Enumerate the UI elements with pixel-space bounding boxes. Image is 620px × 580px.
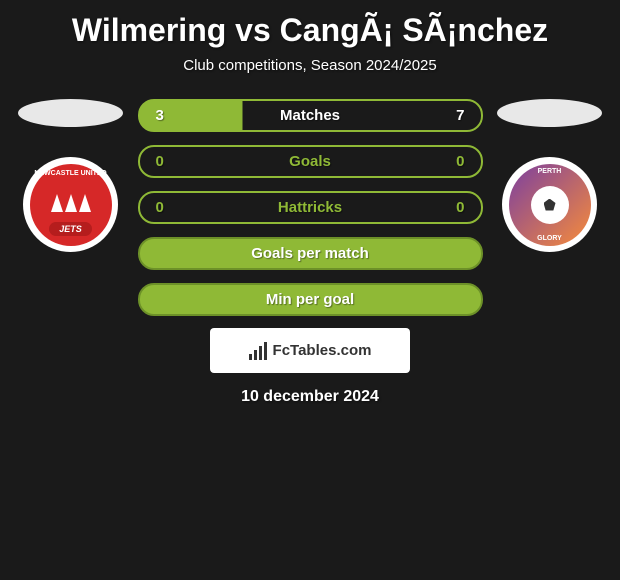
attr-bar [259,346,262,360]
attr-bar [249,354,252,360]
stat-label: Goals [289,153,331,170]
player-photo-placeholder-right [497,99,602,127]
club-badge-right: PERTH GLORY [502,157,597,252]
stats-column: 3 Matches 7 0 Goals 0 0 Hattricks 0 Goals per mat… [138,99,483,316]
stat-value-left: 0 [156,153,164,170]
attr-bar [264,342,267,360]
attribution-badge: FcTables.com [210,328,410,373]
newcastle-planes-icon [46,194,96,224]
perth-top-text: PERTH [538,168,562,175]
soccer-ball-icon [531,186,569,224]
stat-bar: 3 Matches 7 [138,99,483,132]
stat-bar: Goals per match [138,237,483,270]
attribution-text: FcTables.com [273,342,372,359]
stat-bar: 0 Goals 0 [138,145,483,178]
stat-label: Min per goal [266,291,354,308]
stat-value-right: 0 [456,199,464,216]
bar-chart-icon [249,342,267,360]
main-content: NEWCASTLE UNITED JETS 3 Matches 7 0 Goals 0 0 H… [0,99,620,316]
stat-label: Goals per match [251,245,369,262]
subtitle: Club competitions, Season 2024/2025 [0,57,620,74]
stat-label: Hattricks [278,199,342,216]
comparison-infographic: Wilmering vs CangÃ¡ SÃ¡nchez Club compet… [0,0,620,406]
plane-icon [79,194,91,212]
attr-bar [254,350,257,360]
perth-bottom-text: GLORY [537,235,562,242]
stat-label: Matches [280,107,340,124]
left-column: NEWCASTLE UNITED JETS [16,99,126,252]
club-badge-left: NEWCASTLE UNITED JETS [23,157,118,252]
newcastle-jets-label: JETS [49,222,92,236]
perth-badge-inner: PERTH GLORY [509,164,591,246]
player-photo-placeholder-left [18,99,123,127]
stat-value-left: 3 [156,107,164,124]
stat-bar: Min per goal [138,283,483,316]
stat-bar: 0 Hattricks 0 [138,191,483,224]
stat-value-right: 7 [456,107,464,124]
stat-value-right: 0 [456,153,464,170]
newcastle-top-text: NEWCASTLE UNITED [34,170,106,177]
page-title: Wilmering vs CangÃ¡ SÃ¡nchez [0,0,620,49]
plane-icon [51,194,63,212]
newcastle-badge-inner: NEWCASTLE UNITED JETS [30,164,112,246]
plane-icon [65,194,77,212]
right-column: PERTH GLORY [495,99,605,252]
date-text: 10 december 2024 [0,388,620,406]
stat-value-left: 0 [156,199,164,216]
